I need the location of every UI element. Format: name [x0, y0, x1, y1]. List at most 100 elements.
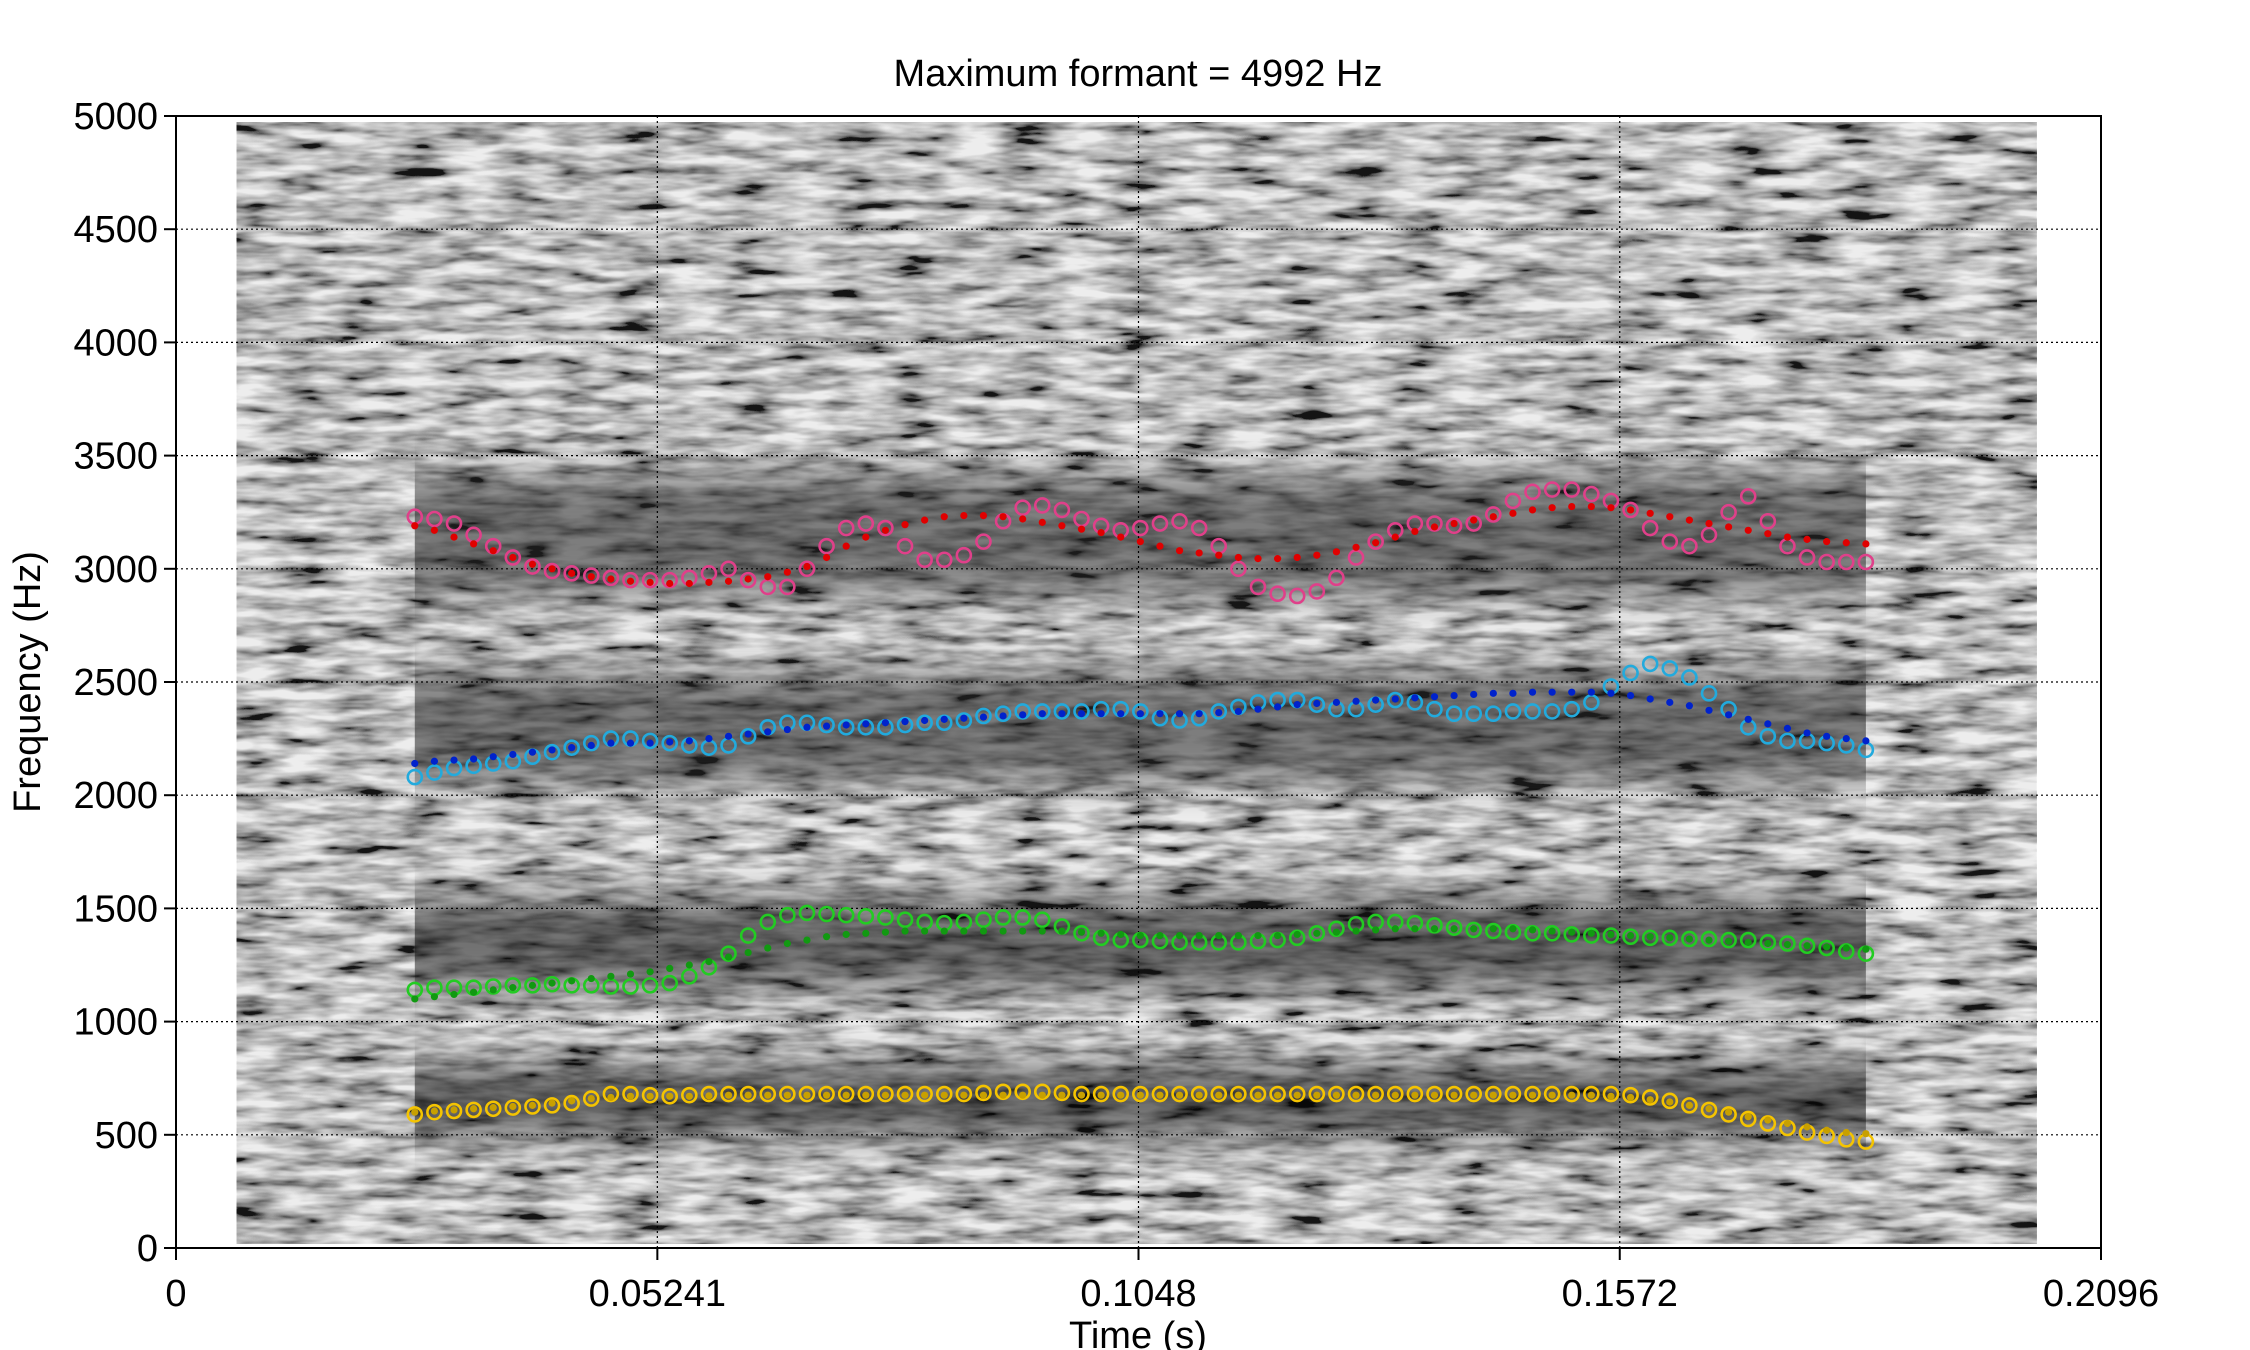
formant-circle-point — [975, 1084, 992, 1102]
formant-dot-point — [1626, 931, 1635, 940]
formant-circle-point — [543, 1097, 561, 1114]
formant-circle-point — [1112, 1085, 1130, 1103]
formant-dot-point — [548, 1099, 556, 1107]
formant-circle-point — [1543, 1085, 1561, 1103]
formant-dot-point — [1077, 710, 1086, 718]
formant-dot-point — [1705, 519, 1713, 528]
formant-dot-point — [1313, 551, 1321, 559]
formant-dot-point — [881, 526, 890, 534]
formant-circle-point — [1661, 533, 1679, 550]
formant-circle-point — [1269, 1085, 1286, 1103]
formant-circle-point — [1543, 481, 1561, 498]
y-tick-label: 1000 — [73, 1002, 158, 1044]
formant-circle-point — [1563, 481, 1581, 498]
formant-dot-point — [1352, 697, 1360, 705]
formant-circle-point — [563, 565, 580, 582]
formant-circle-point — [1014, 499, 1031, 516]
formant-circle-point — [641, 977, 659, 994]
formant-dot-point — [1430, 523, 1439, 531]
formant-circle-point — [661, 1088, 679, 1105]
formant-circle-point — [1622, 928, 1639, 946]
formant-dot-point — [666, 579, 674, 588]
formant-dot-point — [1626, 506, 1635, 514]
formant-dot-point — [1803, 729, 1811, 737]
formant-dot-point — [822, 722, 831, 730]
formant-circle-point — [1073, 1085, 1090, 1103]
formant-dot-point — [666, 738, 674, 746]
formant-circle-point — [641, 571, 659, 589]
formant-circle-point — [837, 718, 855, 736]
formant-dot-point — [1823, 732, 1831, 740]
formant-circle-point — [837, 519, 855, 537]
formant-dot-point — [1097, 1091, 1105, 1099]
formant-dot-point — [1823, 943, 1831, 951]
formant-circle-point — [1583, 485, 1600, 503]
formant-dot-point — [626, 739, 635, 747]
formant-dot-point — [450, 756, 458, 764]
formant-dot-point — [1725, 1108, 1733, 1116]
formant-dot-point — [509, 1102, 517, 1111]
y-tick-label: 0 — [137, 1228, 158, 1270]
formant-circle-point — [1622, 501, 1639, 519]
formant-dot-point — [1430, 925, 1439, 933]
formant-dot-point — [411, 995, 419, 1003]
series-6 — [406, 481, 1875, 605]
chart-title: Maximum formant = 4992 Hz — [894, 53, 1383, 95]
formant-circle-point — [1583, 927, 1600, 944]
formant-dot-point — [1019, 711, 1027, 719]
formant-circle-point — [896, 537, 914, 555]
formant-circle-point — [1073, 703, 1090, 720]
formant-dot-point — [881, 719, 890, 727]
formant-dot-point — [1842, 1128, 1850, 1137]
formant-dot-point — [568, 977, 576, 985]
formant-dot-point — [764, 728, 772, 736]
formant-dot-point — [685, 579, 693, 588]
formant-circle-point — [798, 904, 816, 922]
formant-dot-point — [783, 1091, 791, 1099]
formant-dot-point — [822, 1091, 831, 1099]
formant-circle-point — [759, 913, 777, 931]
formant-dot-point — [881, 1091, 890, 1099]
formant-circle-point — [1092, 1085, 1110, 1103]
formant-dot-point — [842, 542, 850, 550]
formant-dot-point — [450, 990, 458, 999]
formant-circle-point — [1779, 732, 1796, 750]
formant-dot-point — [430, 757, 438, 765]
formant-dot-point — [1097, 929, 1105, 937]
formant-circle-point — [1818, 939, 1835, 957]
formant-dot-point — [489, 1104, 497, 1112]
formant-dot-point — [960, 927, 968, 935]
formant-dot-point — [979, 1091, 988, 1099]
formant-circle-point — [582, 1090, 600, 1107]
formant-circle-point — [1700, 1101, 1718, 1119]
formant-circle-point — [1700, 685, 1718, 702]
formant-dot-point — [1470, 1091, 1478, 1099]
formant-circle-point — [622, 978, 639, 995]
formant-circle-point — [1132, 703, 1149, 720]
formant-circle-point — [1720, 931, 1737, 949]
formant-dot-point — [1234, 931, 1242, 940]
formant-circle-point — [1249, 1085, 1267, 1103]
formant-circle-point — [504, 549, 522, 566]
formant-circle-point — [798, 1085, 816, 1103]
formant-dot-point — [1823, 1126, 1831, 1134]
formant-circle-point — [1563, 926, 1581, 943]
formant-dot-point — [1528, 688, 1537, 696]
formant-dot-point — [1744, 715, 1752, 723]
formant-dot-point — [1313, 929, 1321, 937]
formant-dot-point — [1725, 711, 1733, 719]
formant-circle-point — [1269, 585, 1286, 603]
formant-circle-point — [1445, 1085, 1463, 1103]
formant-dot-point — [1430, 693, 1439, 701]
formant-dot-point — [1646, 1096, 1654, 1104]
formant-circle-point — [1132, 519, 1149, 537]
formant-dot-point — [1058, 1091, 1066, 1099]
formant-circle-point — [877, 1085, 894, 1103]
formant-dot-point — [1136, 538, 1144, 546]
formant-circle-point — [1641, 519, 1659, 537]
formant-circle-point — [1014, 909, 1031, 926]
formant-dot-point — [1764, 720, 1772, 728]
formant-dot-point — [1528, 1091, 1537, 1099]
formant-circle-point — [1230, 560, 1247, 578]
formant-circle-point — [1053, 501, 1071, 519]
